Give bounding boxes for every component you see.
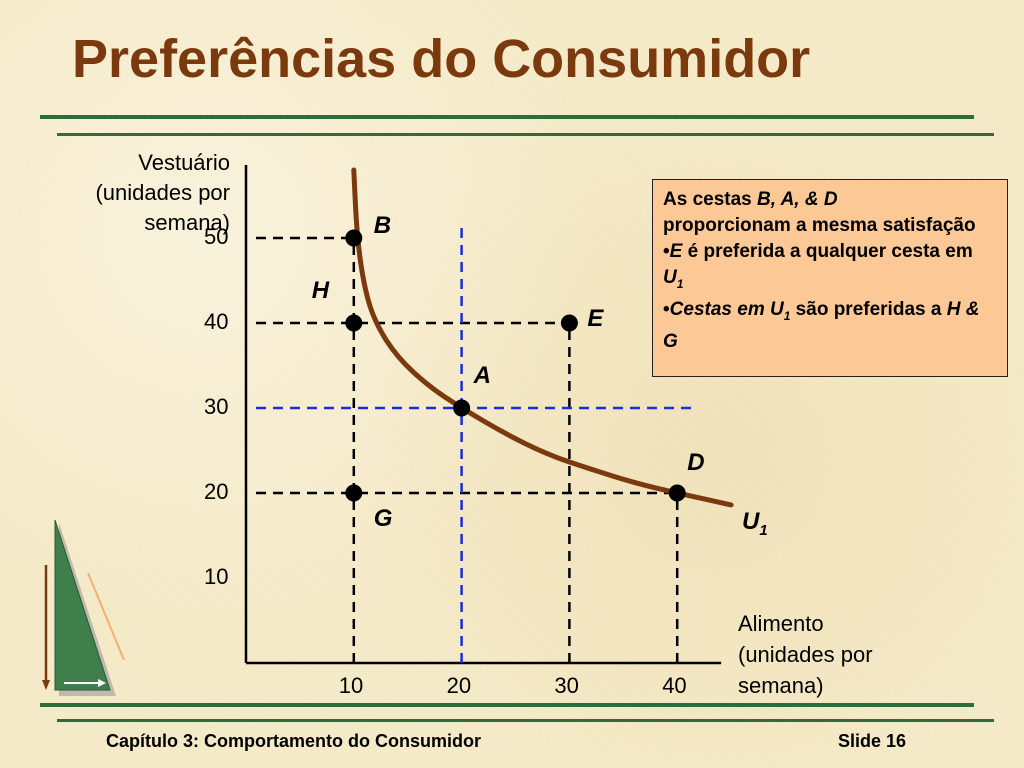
note-line2: proporcionam a mesma satisfação xyxy=(663,215,976,236)
note-line1-pre: As cestas xyxy=(663,189,758,210)
indifference-curve-u1 xyxy=(351,167,734,508)
note-line1-em: B, A, & D xyxy=(757,189,838,210)
y-tick-label: 50 xyxy=(204,224,229,249)
y-tick-label: 20 xyxy=(204,479,229,504)
point-e xyxy=(560,314,578,332)
point-label-e: E xyxy=(587,305,604,332)
point-label-h: H xyxy=(311,277,330,304)
x-tick-label: 40 xyxy=(662,673,687,698)
point-label-g: G xyxy=(373,505,393,532)
explanation-box: As cestas B, A, & D proporcionam a mesma… xyxy=(652,179,1008,377)
bottom-rule-thick xyxy=(40,703,974,707)
page-title: Preferências do Consumidor xyxy=(72,29,811,89)
x-tick-label: 30 xyxy=(554,673,579,698)
point-b xyxy=(345,229,363,247)
decorative-triangle-icon xyxy=(42,519,125,696)
x-tick-label: 10 xyxy=(338,673,364,698)
point-label-d: D xyxy=(687,449,705,476)
point-g xyxy=(345,484,363,502)
point-h xyxy=(345,314,363,332)
point-d xyxy=(668,484,686,502)
y-axis-label: Vestuário (unidades por semana) xyxy=(95,150,230,235)
y-tick-label: 10 xyxy=(204,564,229,589)
point-label-a: A xyxy=(473,362,491,389)
point-label-b: B xyxy=(373,212,392,239)
footer-chapter: Capítulo 3: Comportamento do Consumidor xyxy=(106,731,481,751)
top-rule-thin xyxy=(57,133,994,136)
y-tick-label: 40 xyxy=(204,309,229,334)
x-tick-label: 20 xyxy=(446,673,472,698)
bottom-rule-thin xyxy=(57,719,994,722)
curve-label-u1: U1 xyxy=(742,508,768,539)
footer-slide-number: Slide 16 xyxy=(838,731,907,751)
x-axis-label: Alimento (unidades por semana) xyxy=(738,611,873,698)
y-tick-label: 30 xyxy=(204,394,229,419)
top-rule-thick xyxy=(40,115,974,119)
point-a xyxy=(453,399,471,417)
